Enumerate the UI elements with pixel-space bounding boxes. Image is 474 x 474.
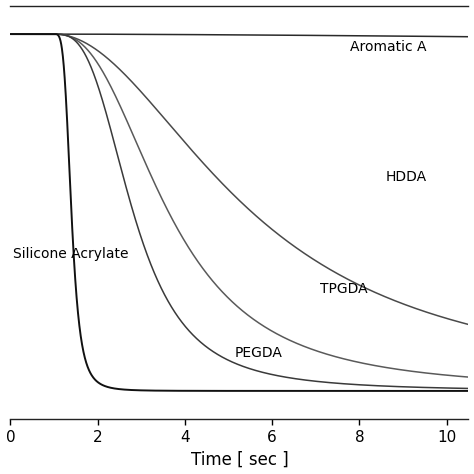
X-axis label: Time [ sec ]: Time [ sec ] xyxy=(191,450,288,468)
Text: Silicone Acrylate: Silicone Acrylate xyxy=(12,246,128,261)
Text: TPGDA: TPGDA xyxy=(320,282,368,296)
Text: Aromatic A: Aromatic A xyxy=(350,40,427,54)
Text: HDDA: HDDA xyxy=(386,170,427,184)
Text: PEGDA: PEGDA xyxy=(235,346,283,360)
